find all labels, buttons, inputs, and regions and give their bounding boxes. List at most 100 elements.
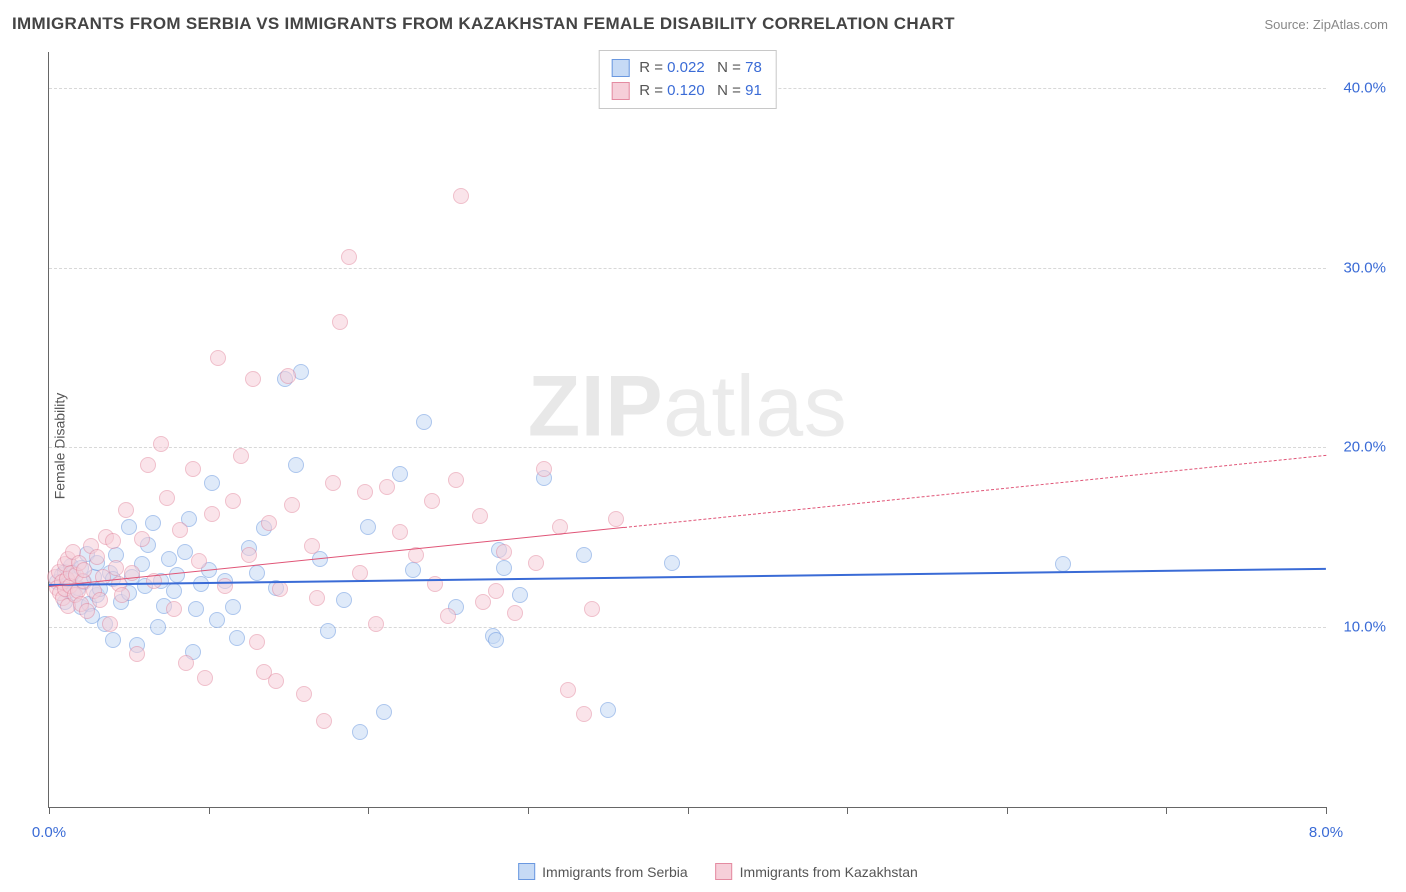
scatter-point <box>316 713 332 729</box>
scatter-point <box>76 562 92 578</box>
scatter-point <box>440 608 456 624</box>
scatter-point <box>392 524 408 540</box>
y-tick-label: 20.0% <box>1332 439 1386 456</box>
scatter-point <box>159 490 175 506</box>
scatter-point <box>584 601 600 617</box>
series-legend: Immigrants from Serbia Immigrants from Ka… <box>518 863 918 880</box>
scatter-point <box>472 508 488 524</box>
scatter-point <box>536 461 552 477</box>
x-tick <box>368 807 369 814</box>
scatter-point <box>336 592 352 608</box>
scatter-point <box>241 547 257 563</box>
legend-row: R = 0.120 N = 91 <box>611 80 762 103</box>
scatter-point <box>488 632 504 648</box>
scatter-point <box>1055 556 1071 572</box>
scatter-point <box>153 436 169 452</box>
scatter-point <box>209 612 225 628</box>
scatter-point <box>304 538 320 554</box>
x-tick <box>847 807 848 814</box>
scatter-point <box>233 448 249 464</box>
scatter-point <box>178 655 194 671</box>
scatter-point <box>416 414 432 430</box>
scatter-point <box>280 368 296 384</box>
scatter-point <box>114 587 130 603</box>
scatter-point <box>448 472 464 488</box>
scatter-point <box>379 479 395 495</box>
scatter-point <box>145 515 161 531</box>
scatter-point <box>188 601 204 617</box>
x-tick <box>1326 807 1327 814</box>
scatter-point <box>105 632 121 648</box>
scatter-point <box>197 670 213 686</box>
scatter-point <box>140 457 156 473</box>
scatter-point <box>185 461 201 477</box>
scatter-point <box>225 599 241 615</box>
gridline <box>49 627 1326 628</box>
scatter-point <box>177 544 193 560</box>
scatter-point <box>204 506 220 522</box>
scatter-point <box>169 567 185 583</box>
trend-line <box>624 455 1326 528</box>
scatter-point <box>288 457 304 473</box>
scatter-point <box>105 533 121 549</box>
scatter-point <box>268 673 284 689</box>
scatter-point <box>249 634 265 650</box>
legend-row: R = 0.022 N = 78 <box>611 57 762 80</box>
scatter-point <box>341 249 357 265</box>
x-tick <box>528 807 529 814</box>
scatter-point <box>108 560 124 576</box>
scatter-point <box>496 560 512 576</box>
scatter-point <box>325 475 341 491</box>
scatter-point <box>217 578 233 594</box>
watermark: ZIPatlas <box>528 357 847 456</box>
y-tick-label: 40.0% <box>1332 79 1386 96</box>
scatter-point <box>600 702 616 718</box>
scatter-point <box>320 623 336 639</box>
scatter-point <box>79 603 95 619</box>
x-tick <box>1166 807 1167 814</box>
x-tick <box>688 807 689 814</box>
scatter-point <box>376 704 392 720</box>
trend-line <box>49 568 1326 586</box>
scatter-point <box>507 605 523 621</box>
scatter-point <box>512 587 528 603</box>
scatter-point <box>352 724 368 740</box>
scatter-point <box>272 581 288 597</box>
scatter-point <box>261 515 277 531</box>
scatter-point <box>664 555 680 571</box>
scatter-point <box>576 706 592 722</box>
scatter-point <box>368 616 384 632</box>
scatter-point <box>204 475 220 491</box>
scatter-point <box>150 619 166 635</box>
chart-outer: ZIPatlas R = 0.022 N = 78R = 0.120 N = 9… <box>48 52 1388 848</box>
scatter-point <box>129 646 145 662</box>
y-tick-label: 10.0% <box>1332 619 1386 636</box>
x-tick-label: 0.0% <box>32 824 66 841</box>
scatter-point <box>576 547 592 563</box>
scatter-point <box>357 484 373 500</box>
series-legend-item: Immigrants from Kazakhstan <box>716 863 918 880</box>
chart-title: IMMIGRANTS FROM SERBIA VS IMMIGRANTS FRO… <box>12 14 955 34</box>
scatter-point <box>89 549 105 565</box>
scatter-point <box>284 497 300 513</box>
scatter-point <box>352 565 368 581</box>
x-tick <box>49 807 50 814</box>
gridline <box>49 268 1326 269</box>
scatter-point <box>360 519 376 535</box>
scatter-point <box>560 682 576 698</box>
scatter-point <box>296 686 312 702</box>
scatter-point <box>453 188 469 204</box>
source-label: Source: ZipAtlas.com <box>1264 17 1388 32</box>
scatter-point <box>528 555 544 571</box>
scatter-point <box>118 502 134 518</box>
scatter-point <box>210 350 226 366</box>
scatter-point <box>225 493 241 509</box>
scatter-point <box>172 522 188 538</box>
scatter-point <box>405 562 421 578</box>
x-tick <box>1007 807 1008 814</box>
scatter-point <box>229 630 245 646</box>
series-legend-item: Immigrants from Serbia <box>518 863 687 880</box>
y-tick-label: 30.0% <box>1332 259 1386 276</box>
x-tick-label: 8.0% <box>1309 824 1343 841</box>
stats-legend: R = 0.022 N = 78R = 0.120 N = 91 <box>598 50 777 109</box>
